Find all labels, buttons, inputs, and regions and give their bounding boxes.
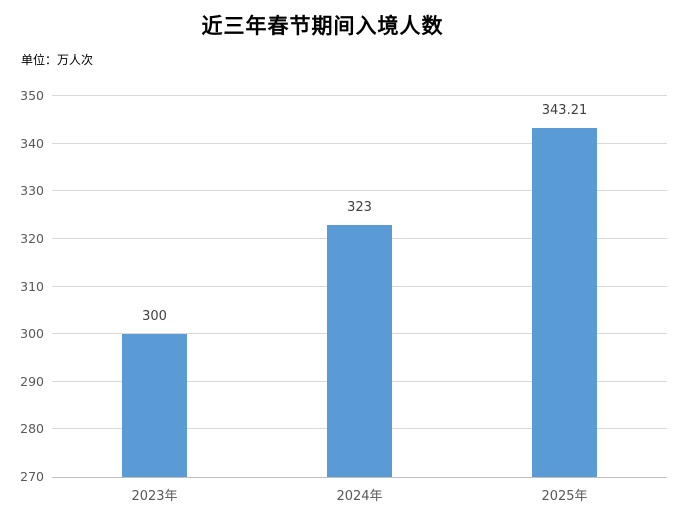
bar-value-label: 323: [347, 199, 372, 215]
y-tick-label: 290: [20, 373, 44, 389]
y-tick-label: 330: [20, 183, 44, 199]
y-axis-labels: 270 280 290 300 310 320 330 340 350: [0, 88, 44, 484]
gridline: [52, 95, 667, 96]
y-tick-label: 340: [20, 135, 44, 151]
x-axis-labels: 2023年 2024年 2025年: [52, 478, 667, 508]
bar-2024年: [327, 224, 392, 477]
bar-value-label: 343.21: [541, 103, 588, 119]
x-tick-label: 2023年: [131, 489, 178, 504]
y-tick-label: 280: [20, 421, 44, 437]
y-tick-label: 270: [20, 469, 44, 484]
bar-2025年: [532, 128, 597, 477]
gridline: [52, 142, 667, 144]
plot-area: 300 323 343.21: [52, 95, 667, 478]
x-tick-label: 2025年: [541, 489, 588, 504]
y-tick-label: 300: [20, 326, 44, 342]
unit-label: 单位：万人次: [21, 53, 94, 67]
y-tick-label: 320: [20, 230, 44, 246]
bar-2023年: [122, 334, 187, 477]
bar-value-label: 300: [142, 309, 167, 325]
y-tick-label: 350: [20, 88, 44, 103]
chart-title: 近三年春节期间入境人数: [201, 13, 444, 38]
gridline: [52, 190, 667, 192]
x-tick-label: 2024年: [336, 489, 383, 504]
y-tick-label: 310: [20, 278, 44, 294]
